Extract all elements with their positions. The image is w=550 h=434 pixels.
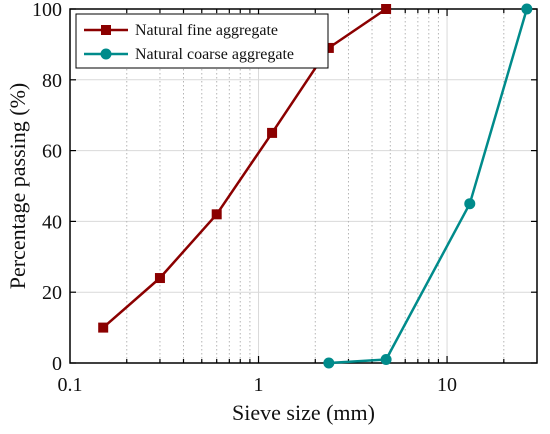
y-tick-label: 0 — [52, 353, 62, 375]
data-point-fine — [267, 127, 278, 138]
data-point-fine — [381, 4, 392, 14]
legend-entry-fine: Natural fine aggregate — [84, 22, 278, 39]
legend-entry-coarse: Natural coarse aggregate — [84, 46, 294, 63]
legend-marker-fine — [101, 25, 111, 35]
x-tick-label: 10 — [437, 374, 457, 396]
legend-label-coarse: Natural coarse aggregate — [135, 46, 294, 63]
data-point-coarse — [323, 357, 335, 369]
y-tick-label: 40 — [42, 211, 62, 233]
data-point-fine — [154, 273, 165, 284]
data-point-coarse — [464, 198, 476, 210]
y-tick-label: 60 — [42, 141, 62, 163]
series-line-0 — [102, 7, 387, 329]
plot-frame — [69, 8, 538, 364]
data-point-fine — [323, 42, 334, 53]
y-tick-label: 100 — [32, 0, 62, 21]
x-axis-title: Sieve size (mm) — [232, 400, 375, 425]
legend-label-fine: Natural fine aggregate — [135, 22, 278, 39]
x-tick-label: 0.1 — [58, 374, 83, 396]
y-axis-title: Percentage passing (%) — [5, 83, 30, 289]
legend-marker-coarse — [100, 48, 112, 60]
data-point-fine — [98, 322, 109, 333]
data-point-coarse — [521, 3, 533, 15]
y-tick-label: 20 — [42, 282, 62, 304]
legend: Natural fine aggregate Natural coarse ag… — [75, 13, 329, 69]
axis-ticks: 0 20 40 60 80 100 0.1 1 10 — [32, 0, 537, 396]
grid — [70, 9, 537, 363]
data-point-fine — [211, 209, 222, 220]
data-point-coarse — [380, 353, 392, 365]
y-tick-label: 80 — [42, 70, 62, 92]
x-tick-label: 1 — [254, 374, 264, 396]
series-layer — [98, 3, 533, 369]
legend-box — [75, 13, 329, 69]
series-line-1 — [328, 8, 528, 365]
